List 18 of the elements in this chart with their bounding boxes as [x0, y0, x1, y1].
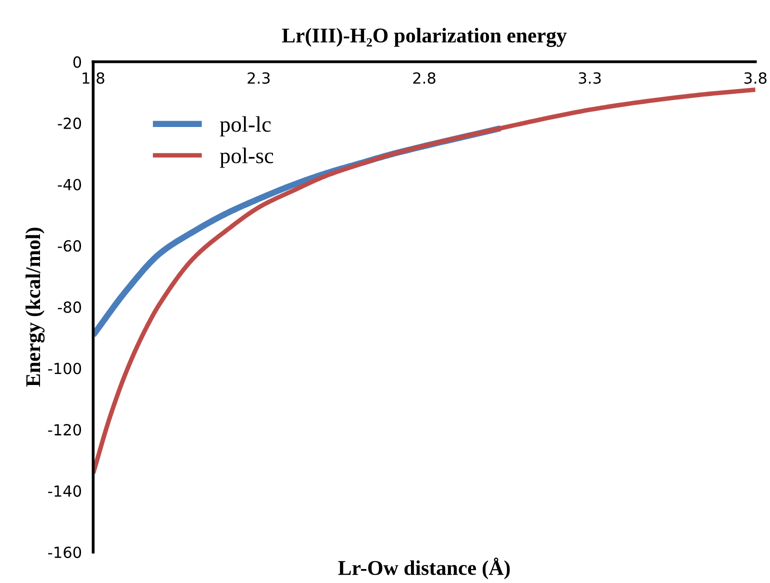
chart-title: Lr(III)-H₂O polarization energy	[282, 28, 567, 47]
x-tick-label: 3.8	[744, 72, 766, 84]
legend-label: pol-sc	[220, 148, 274, 168]
y-tick-label: -60	[58, 240, 82, 252]
x-axis-title: Lr-Ow distance (Å)	[338, 558, 510, 580]
y-tick-label: -100	[48, 362, 82, 374]
y-tick-label: -20	[58, 118, 82, 130]
y-tick-label: -120	[48, 424, 82, 436]
x-tick-label: 2.3	[248, 72, 270, 84]
legend-label: pol-lc	[220, 116, 271, 136]
y-tick-label: -80	[58, 301, 82, 313]
y-axis-title: Energy (kcal/mol)	[26, 228, 45, 387]
x-tick-label: 3.3	[578, 72, 601, 84]
y-tick-label: -40	[58, 178, 82, 190]
y-tick-label: -160	[48, 546, 82, 558]
y-tick-label: -140	[48, 485, 82, 497]
x-tick-label: 2.8	[413, 72, 436, 84]
y-tick-label: 0	[73, 56, 82, 68]
